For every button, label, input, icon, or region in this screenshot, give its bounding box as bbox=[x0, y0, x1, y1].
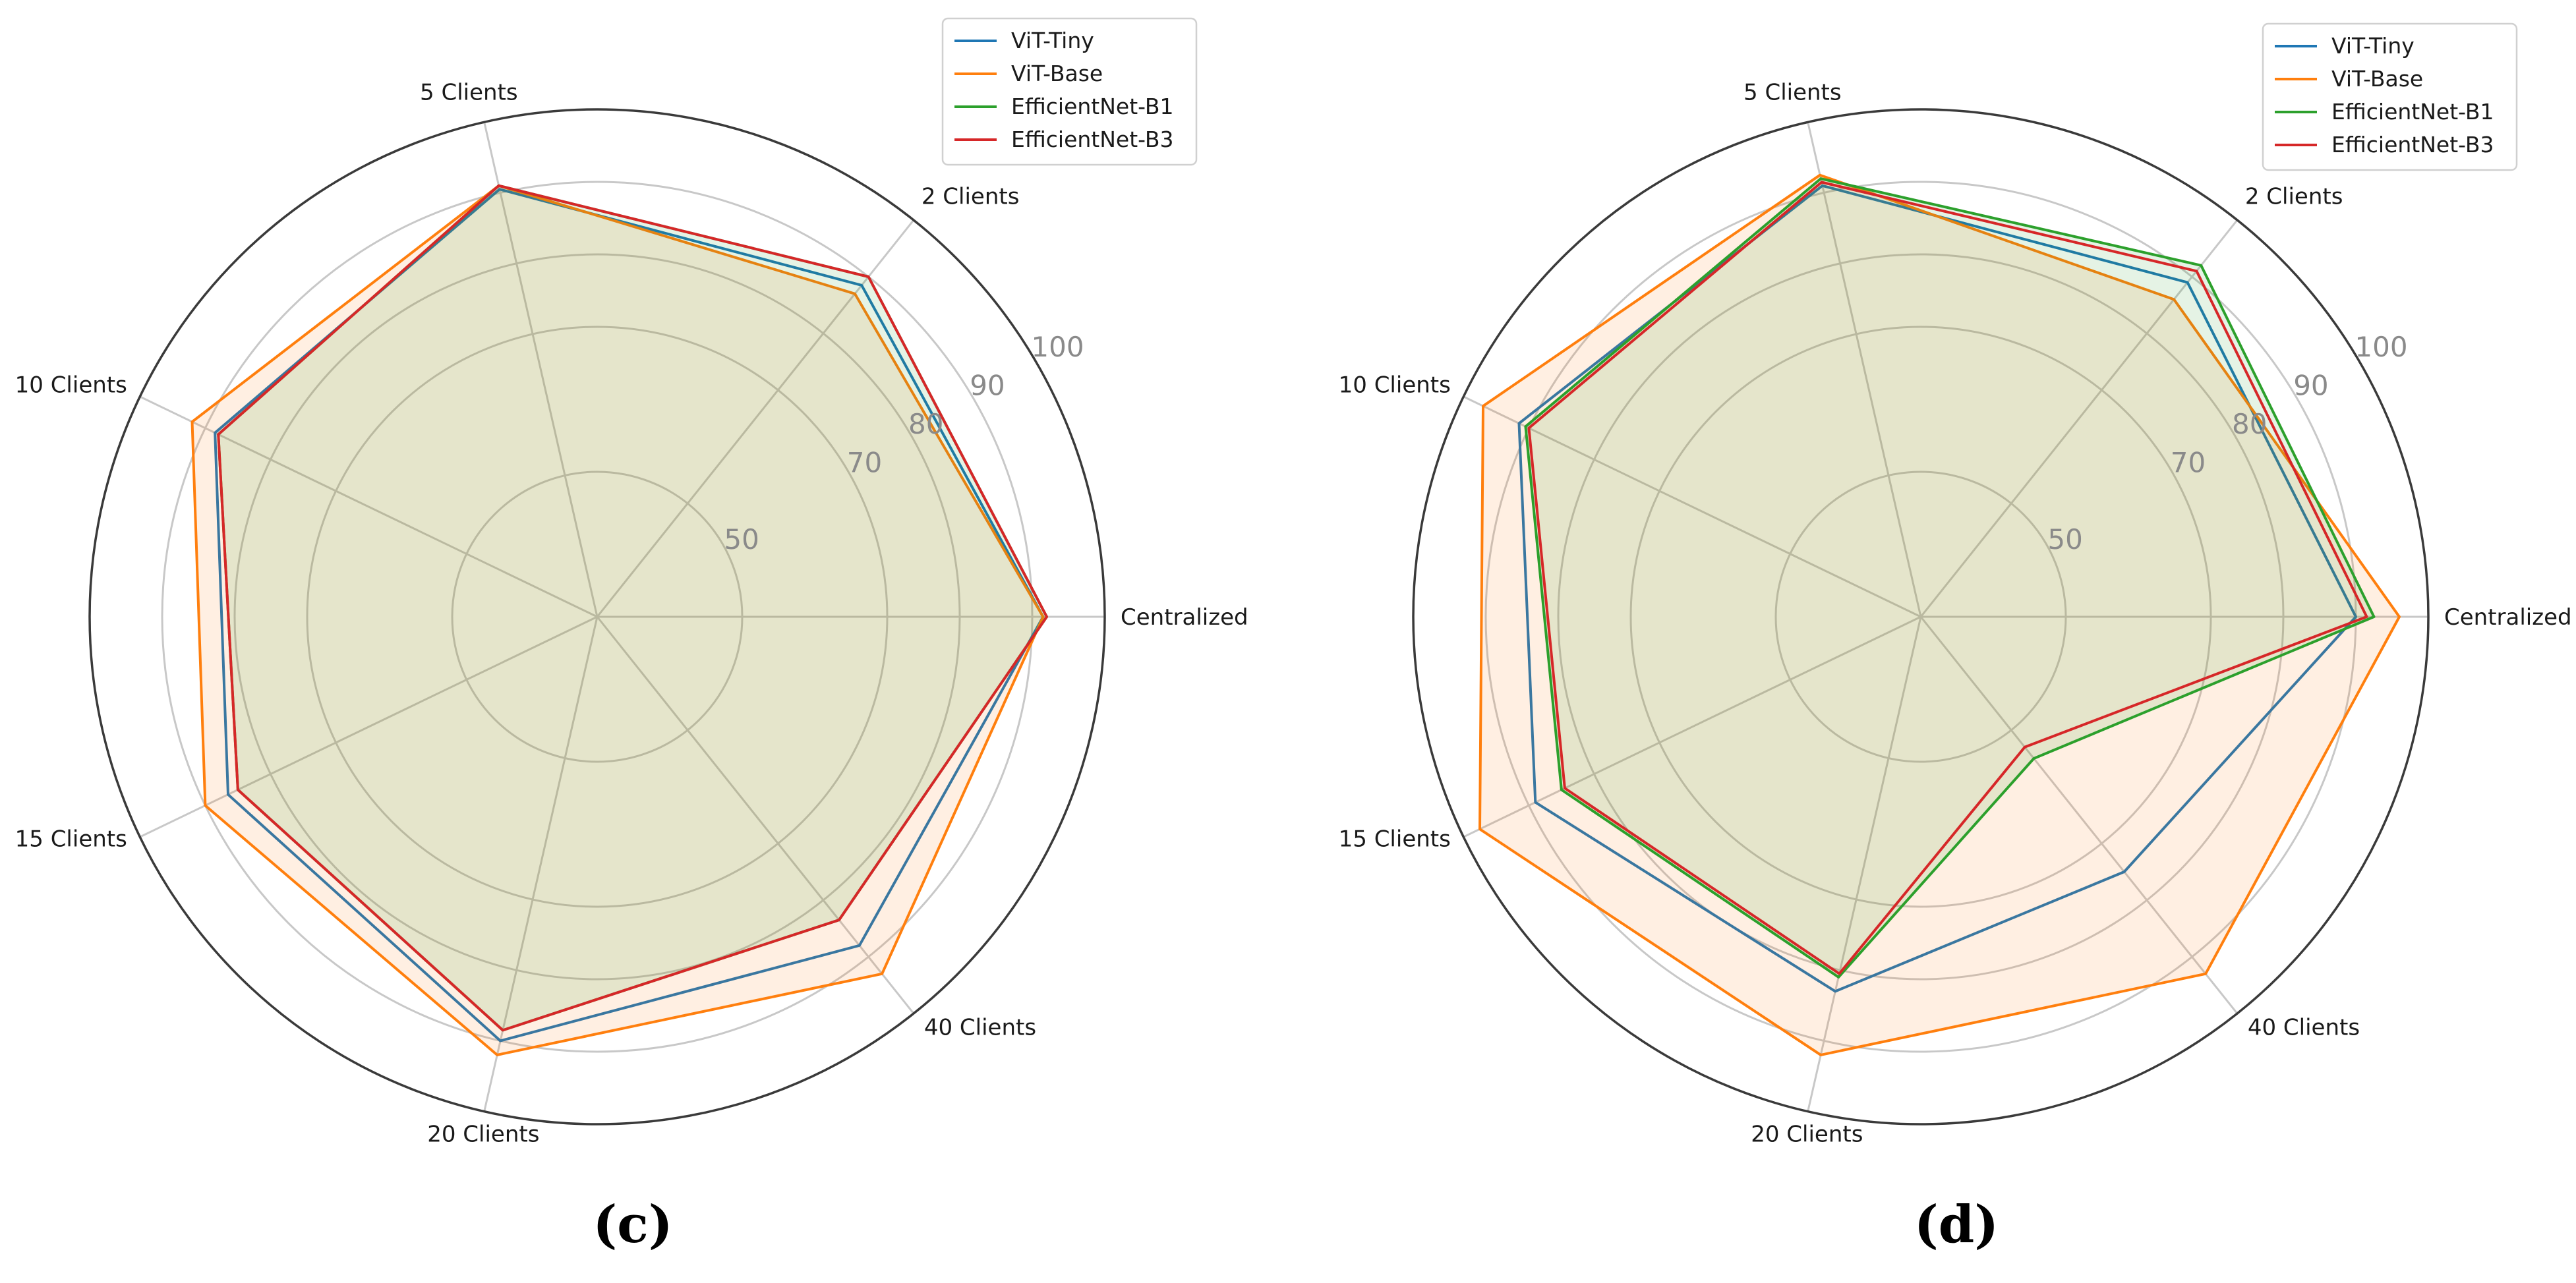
axis-label-40-clients: 40 Clients bbox=[2248, 1015, 2360, 1041]
spoke-line bbox=[483, 121, 599, 617]
spoke-line bbox=[1807, 616, 1922, 1112]
spoke-line bbox=[139, 615, 598, 838]
axis-label-20-clients: 20 Clients bbox=[1751, 1122, 1863, 1148]
radial-tick-label: 50 bbox=[724, 523, 759, 556]
radar-chart-d: 50 70 80 90 100 Centralized 2 Clients 5 Clients… bbox=[1339, 22, 2572, 1255]
legend-label: EfficientNet-B3 bbox=[2331, 132, 2494, 157]
radial-tick-label: 70 bbox=[2171, 446, 2206, 478]
radial-tick-label: 100 bbox=[2355, 331, 2407, 363]
radial-tick-label: 100 bbox=[1031, 331, 1084, 363]
legend: ViT-Tiny ViT-Base EfficientNet-B1 Efficient… bbox=[2262, 22, 2518, 171]
axis-label-5-clients: 5 Clients bbox=[1743, 79, 1842, 105]
legend-label: EfficientNet-B1 bbox=[1011, 94, 1174, 119]
radial-tick-label: 50 bbox=[2047, 523, 2082, 556]
legend-box bbox=[941, 17, 1198, 166]
outer-boundary bbox=[88, 108, 1106, 1126]
legend-box bbox=[2262, 22, 2518, 171]
series-vit-tiny bbox=[214, 188, 1045, 1042]
radial-tick-label: 90 bbox=[970, 369, 1005, 401]
series-vit-base bbox=[1478, 173, 2401, 1056]
spoke-line bbox=[1463, 395, 1921, 618]
legend: ViT-Tiny ViT-Base EfficientNet-B1 Efficient… bbox=[941, 17, 1198, 166]
axis-label-2-clients: 2 Clients bbox=[2245, 183, 2343, 210]
spoke-line bbox=[596, 616, 915, 1014]
axis-label-40-clients: 40 Clients bbox=[924, 1015, 1036, 1041]
panel-label: (c) bbox=[593, 1195, 672, 1255]
legend-label: EfficientNet-B3 bbox=[1011, 127, 1174, 152]
axis-label-5-clients: 5 Clients bbox=[420, 79, 518, 105]
axis-label-centralized: Centralized bbox=[2444, 604, 2572, 631]
axis-label-2-clients: 2 Clients bbox=[922, 183, 1020, 210]
legend-label: EfficientNet-B1 bbox=[2331, 99, 2494, 125]
radial-tick-label: 90 bbox=[2293, 369, 2328, 401]
radar-chart-c: 50 70 80 90 100 Centralized 2 Clients 5 Clients… bbox=[15, 17, 1248, 1255]
axis-label-15-clients: 15 Clients bbox=[1339, 826, 1451, 853]
spoke-line bbox=[1807, 121, 1922, 617]
spoke-line bbox=[1919, 616, 2239, 1014]
axis-label-15-clients: 15 Clients bbox=[15, 826, 127, 853]
panel-label: (d) bbox=[1914, 1195, 1999, 1255]
series-efficientnet-b3 bbox=[1527, 181, 2368, 975]
series-efficientnet-b1 bbox=[1524, 177, 2376, 979]
axis-label-centralized: Centralized bbox=[1121, 604, 1248, 631]
outer-boundary bbox=[1412, 108, 2430, 1126]
legend-label: ViT-Tiny bbox=[2331, 33, 2415, 59]
series-vit-base bbox=[190, 184, 1045, 1056]
legend-label: ViT-Base bbox=[1011, 61, 1103, 86]
series-efficientnet-b3 bbox=[217, 184, 1048, 1032]
radial-tick-label: 80 bbox=[908, 408, 943, 440]
legend-label: ViT-Base bbox=[2331, 66, 2423, 92]
radial-tick-label: 80 bbox=[2232, 408, 2267, 440]
spoke-line bbox=[1463, 615, 1921, 838]
axis-label-20-clients: 20 Clients bbox=[427, 1122, 539, 1148]
series-vit-tiny bbox=[1517, 184, 2357, 993]
spoke-line bbox=[1919, 219, 2239, 617]
axis-label-10-clients: 10 Clients bbox=[15, 372, 127, 398]
radial-tick-label: 70 bbox=[847, 446, 882, 478]
legend-label: ViT-Tiny bbox=[1011, 28, 1094, 53]
axis-label-10-clients: 10 Clients bbox=[1339, 372, 1451, 398]
